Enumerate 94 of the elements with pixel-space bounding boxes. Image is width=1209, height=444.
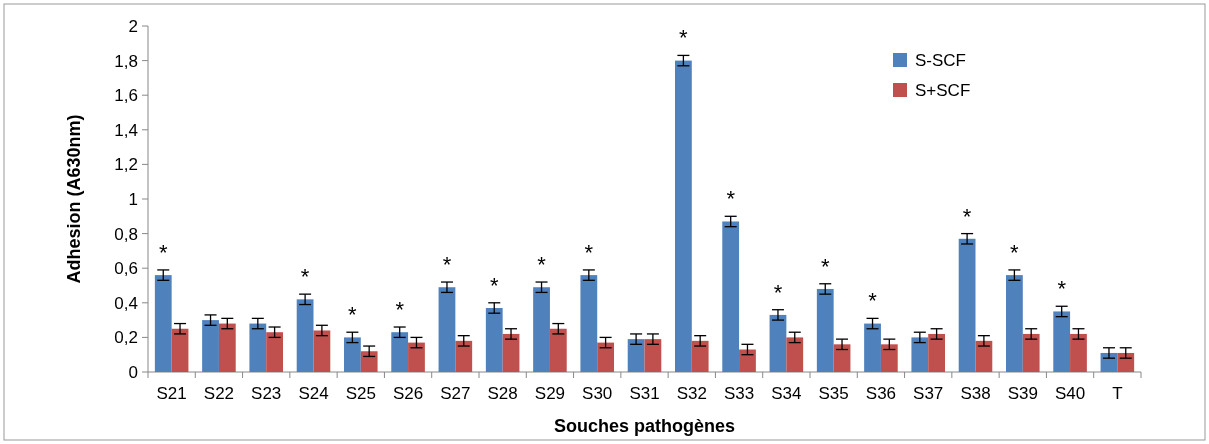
x-tick-label: S23 bbox=[251, 384, 282, 403]
bar bbox=[597, 342, 614, 372]
y-tick-label: 1,8 bbox=[114, 51, 138, 71]
bar bbox=[171, 328, 189, 372]
annotation: * bbox=[962, 203, 972, 229]
bar bbox=[769, 314, 787, 372]
bar bbox=[249, 323, 267, 372]
x-tick-label: S34 bbox=[771, 384, 802, 403]
bar bbox=[438, 287, 456, 372]
bar bbox=[975, 340, 993, 372]
bar bbox=[202, 320, 219, 372]
bar bbox=[344, 337, 361, 372]
annotation: * bbox=[395, 297, 405, 323]
bar bbox=[1053, 311, 1071, 372]
annotation: * bbox=[442, 252, 452, 278]
legend-label: S+SCF bbox=[915, 80, 971, 100]
bar bbox=[958, 238, 976, 372]
x-tick-label: S39 bbox=[1007, 384, 1038, 403]
y-tick-label: 0,6 bbox=[114, 259, 138, 279]
annotation: * bbox=[868, 288, 878, 314]
x-tick-label: S37 bbox=[913, 384, 944, 403]
bar bbox=[880, 344, 898, 372]
y-axis-title: Adhesion (A630nm) bbox=[64, 114, 84, 284]
bar bbox=[580, 275, 598, 372]
annotation: * bbox=[773, 279, 783, 305]
x-tick-label: S30 bbox=[582, 384, 613, 403]
bar bbox=[928, 333, 945, 372]
x-tick-label: S28 bbox=[487, 384, 518, 403]
y-tick-label: 2 bbox=[128, 16, 138, 36]
x-tick-label: S22 bbox=[203, 384, 235, 403]
x-tick-label: S27 bbox=[440, 384, 471, 403]
bar bbox=[1006, 275, 1023, 372]
bar bbox=[911, 337, 929, 372]
annotation: * bbox=[348, 302, 358, 328]
y-tick-label: 0 bbox=[128, 362, 138, 382]
annotation: * bbox=[158, 239, 168, 265]
bar bbox=[313, 330, 331, 372]
bar bbox=[549, 328, 567, 372]
annotation: * bbox=[1010, 239, 1020, 265]
annotation: * bbox=[489, 272, 499, 298]
bar bbox=[627, 339, 645, 372]
bar bbox=[360, 351, 378, 372]
annotation: * bbox=[820, 253, 830, 279]
bar bbox=[485, 307, 503, 372]
bar bbox=[266, 332, 283, 372]
bar bbox=[502, 333, 520, 372]
bar bbox=[786, 337, 804, 372]
y-tick-label: 1,2 bbox=[114, 155, 138, 175]
bar bbox=[408, 342, 425, 372]
y-tick-label: 0,4 bbox=[114, 293, 138, 313]
legend-label: S-SCF bbox=[915, 50, 966, 70]
y-tick-label: 1,4 bbox=[114, 120, 138, 140]
x-tick-label: S33 bbox=[723, 384, 755, 403]
bar bbox=[1100, 352, 1118, 372]
annotation: * bbox=[1057, 276, 1067, 302]
bar bbox=[691, 340, 709, 372]
x-tick-label: S38 bbox=[960, 384, 991, 403]
bar bbox=[864, 323, 881, 372]
x-tick-label: S32 bbox=[676, 384, 707, 403]
bar bbox=[1022, 333, 1040, 372]
x-tick-label: S31 bbox=[629, 384, 660, 403]
x-tick-label: S26 bbox=[392, 384, 424, 403]
y-tick-label: 0,8 bbox=[114, 224, 138, 244]
bar bbox=[455, 340, 473, 372]
annotation: * bbox=[584, 239, 594, 265]
bar bbox=[833, 344, 851, 372]
x-tick-label: T bbox=[1112, 384, 1123, 403]
annotation: * bbox=[679, 25, 689, 51]
bar bbox=[722, 221, 740, 372]
x-tick-label: S29 bbox=[534, 384, 566, 403]
bar bbox=[739, 349, 756, 372]
bar bbox=[154, 275, 172, 372]
x-tick-label: S21 bbox=[156, 384, 187, 403]
x-tick-label: S25 bbox=[345, 384, 376, 403]
x-axis-title: Souches pathogènes bbox=[553, 416, 736, 436]
bar bbox=[644, 339, 662, 372]
bar bbox=[816, 288, 834, 372]
x-tick-label: S40 bbox=[1054, 384, 1086, 403]
x-tick-label: S24 bbox=[298, 384, 329, 403]
x-tick-label: S36 bbox=[865, 384, 897, 403]
y-tick-label: 0,2 bbox=[114, 328, 138, 348]
y-tick-label: 1 bbox=[128, 189, 138, 209]
annotation: * bbox=[537, 252, 547, 278]
bar bbox=[218, 323, 236, 372]
bar bbox=[1070, 333, 1087, 372]
bar bbox=[296, 299, 314, 372]
bar bbox=[533, 287, 550, 372]
x-tick-label: S35 bbox=[818, 384, 849, 403]
y-tick-label: 1,6 bbox=[114, 86, 138, 106]
bar bbox=[675, 60, 692, 372]
annotation: * bbox=[726, 186, 736, 212]
bar bbox=[1117, 352, 1135, 372]
bar bbox=[391, 332, 409, 372]
annotation: * bbox=[300, 264, 310, 290]
